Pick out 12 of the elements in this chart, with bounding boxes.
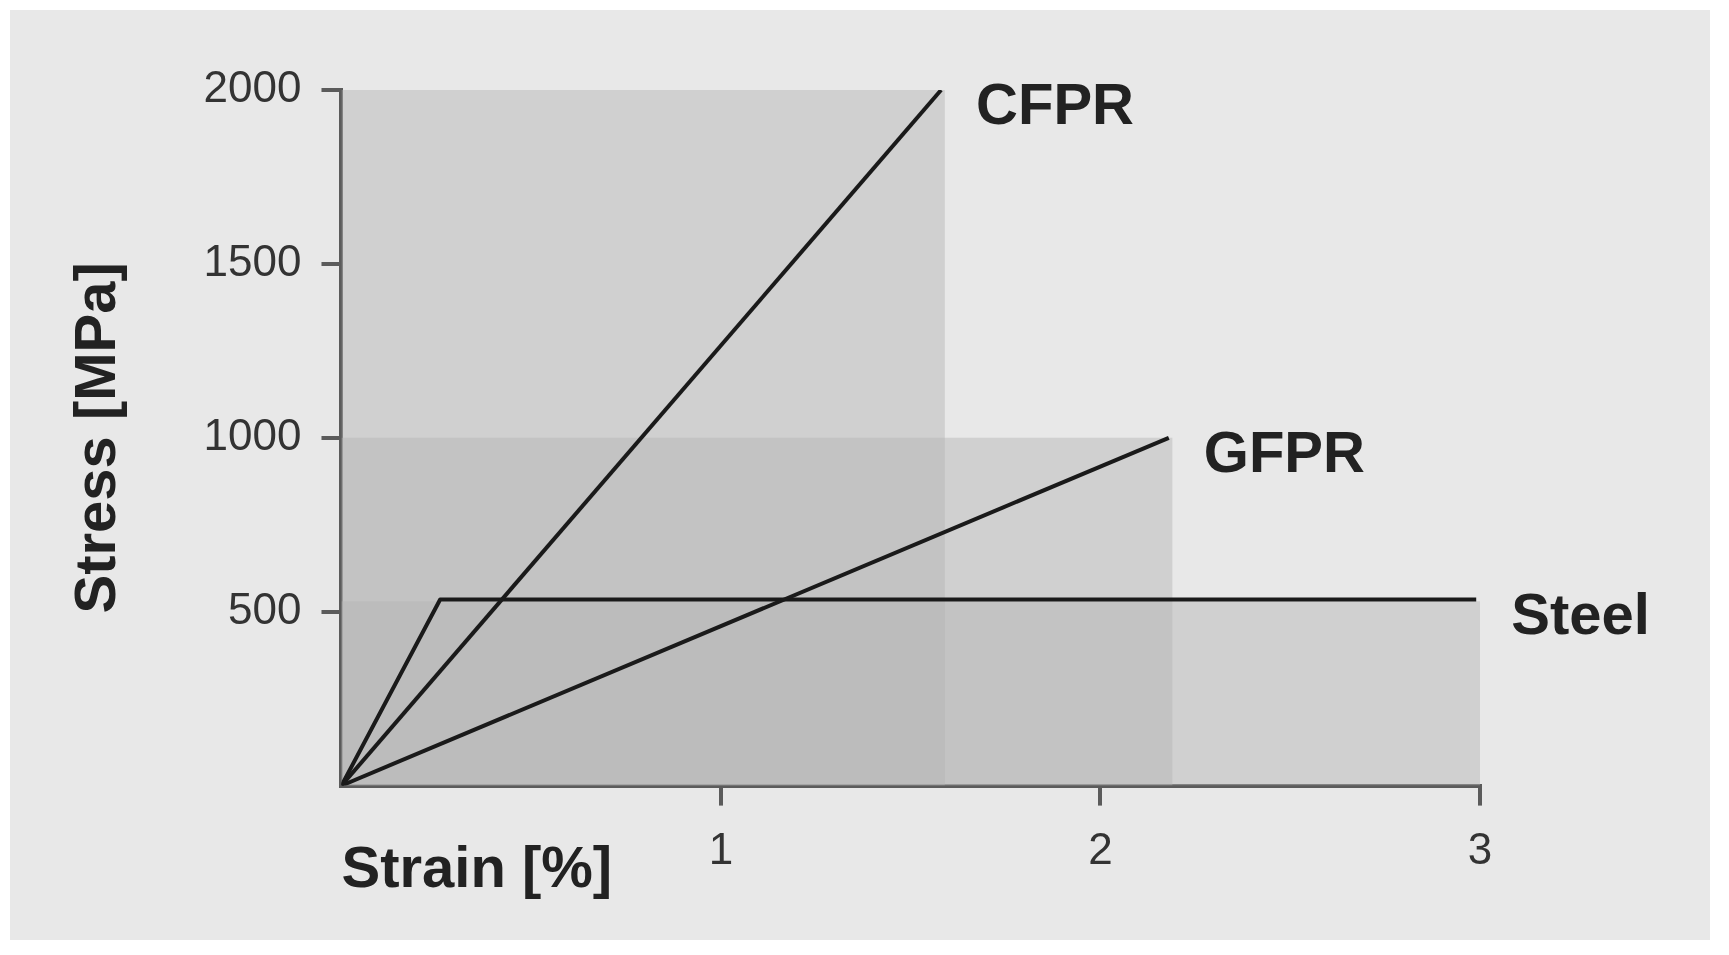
x-tick-label: 1 bbox=[708, 824, 734, 874]
y-axis-title: Stress [MPa] bbox=[61, 262, 127, 614]
x-axis-title: Strain [%] bbox=[341, 834, 613, 900]
y-tick-label: 1500 bbox=[203, 236, 302, 286]
y-tick-label: 1000 bbox=[203, 409, 302, 459]
x-tick-label: 2 bbox=[1088, 824, 1113, 874]
series-label: GFPR bbox=[1203, 418, 1365, 484]
series-label: CFPR bbox=[976, 71, 1134, 136]
y-tick-label: 2000 bbox=[203, 62, 302, 112]
x-tick-label: 3 bbox=[1467, 824, 1493, 874]
series-label: Steel bbox=[1511, 580, 1650, 646]
y-tick-label: 500 bbox=[228, 583, 302, 633]
